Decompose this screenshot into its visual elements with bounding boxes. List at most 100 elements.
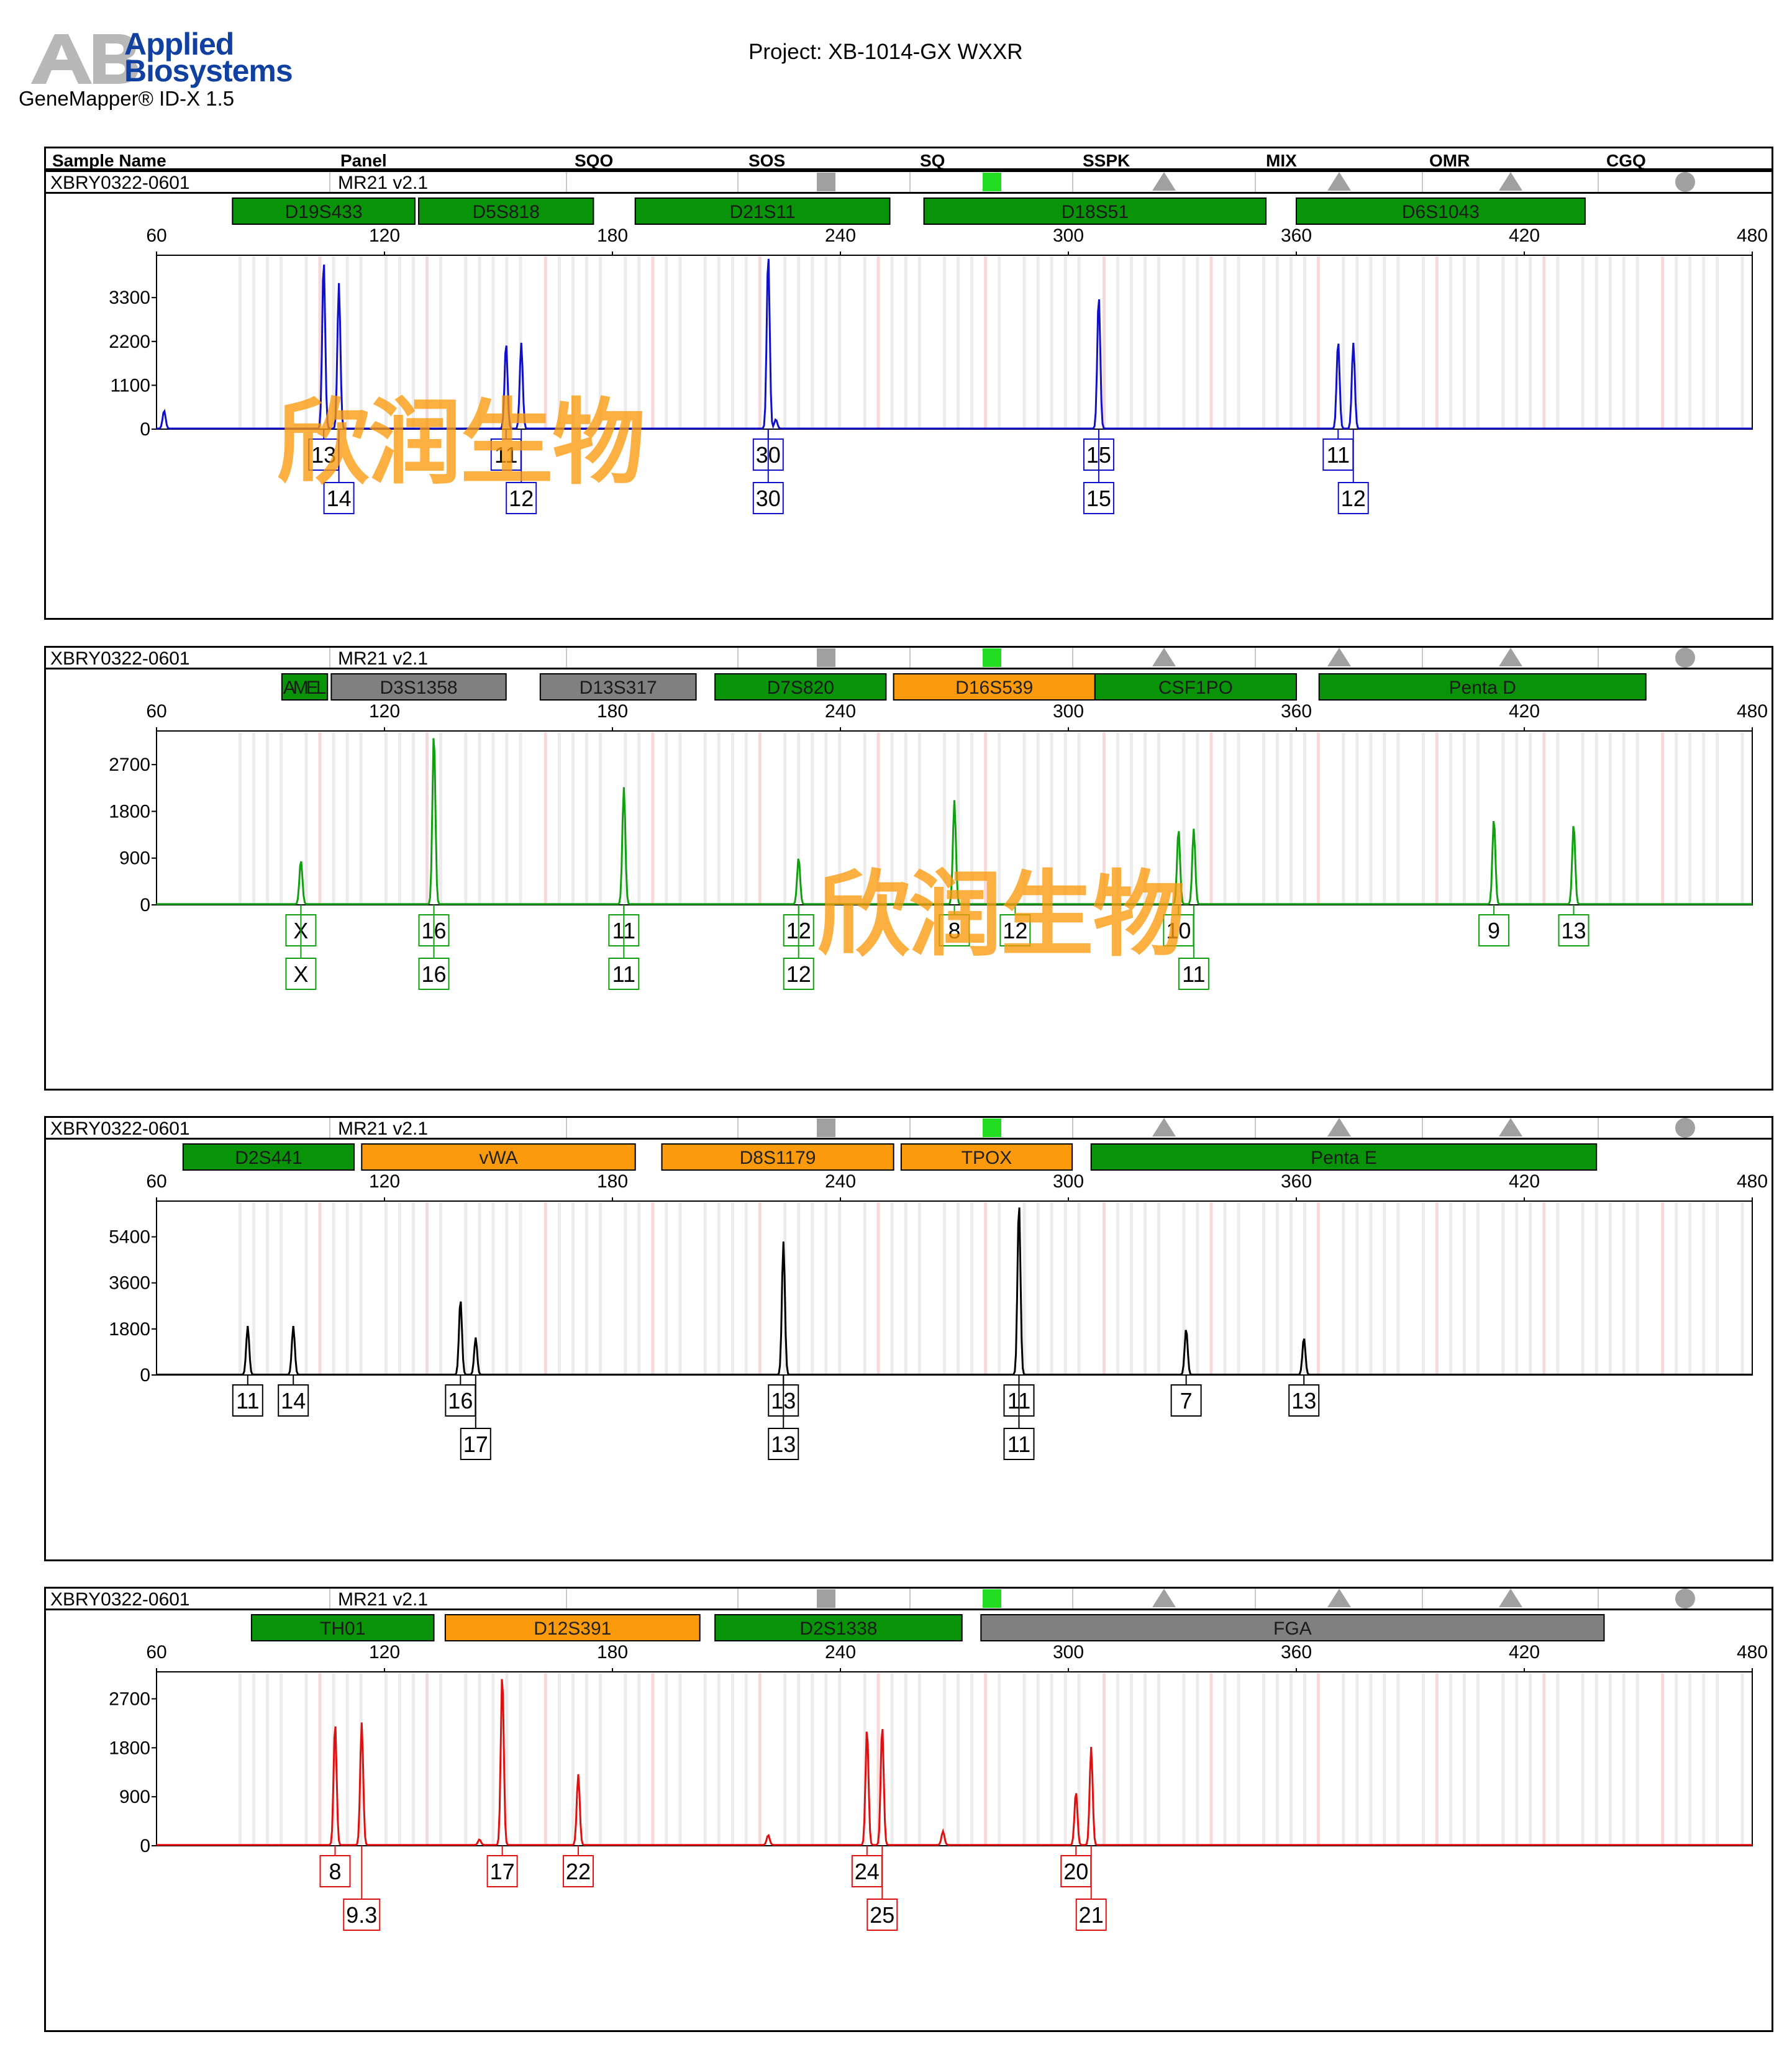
allele-call-box[interactable] (460, 1428, 491, 1460)
allele-call-box[interactable] (445, 1384, 476, 1417)
col-sos[interactable]: SOS (748, 151, 786, 170)
sample-name-cell[interactable]: XBRY0322-0601 (50, 648, 190, 669)
x-tick-label: 420 (1509, 1171, 1540, 1192)
col-cgq[interactable]: CGQ (1606, 151, 1646, 170)
allele-call-box[interactable] (418, 958, 450, 990)
col-sqo[interactable]: SQO (575, 151, 614, 170)
panel-cell: MR21 v2.1 (338, 1589, 428, 1610)
marker-bin-d3s1358[interactable] (330, 673, 507, 701)
allele-call-box[interactable] (783, 958, 814, 990)
cgq-flag-icon[interactable] (1675, 1118, 1695, 1138)
marker-bin-vwa[interactable] (361, 1143, 636, 1171)
marker-bin-tpox[interactable] (900, 1143, 1073, 1171)
allele-call-box[interactable] (768, 1428, 799, 1460)
allele-call-box[interactable] (343, 1899, 381, 1931)
omr-flag-icon[interactable] (1499, 648, 1522, 666)
sos-flag-icon[interactable] (817, 173, 835, 191)
allele-call-box[interactable] (1060, 1855, 1092, 1887)
marker-bin-csf1po[interactable] (1094, 673, 1297, 701)
sample-name-cell[interactable]: XBRY0322-0601 (50, 173, 190, 193)
sspk-flag-icon[interactable] (1152, 1589, 1176, 1607)
col-panel[interactable]: Panel (340, 151, 387, 170)
allele-call-box[interactable] (319, 1855, 351, 1887)
mix-flag-icon[interactable] (1327, 172, 1351, 191)
sq-flag-icon[interactable] (983, 1589, 1001, 1608)
allele-call-box[interactable] (939, 914, 970, 946)
allele-call-box[interactable] (278, 1384, 309, 1417)
allele-call-box[interactable] (1288, 1384, 1320, 1417)
sq-flag-icon[interactable] (983, 648, 1001, 667)
marker-bin-d5s818[interactable] (418, 197, 594, 225)
marker-bin-d21s11[interactable] (634, 197, 891, 225)
col-sample-name[interactable]: Sample Name (52, 151, 166, 170)
allele-call-box[interactable] (506, 482, 537, 514)
cgq-flag-icon[interactable] (1675, 172, 1695, 192)
allele-call-box[interactable] (608, 958, 640, 990)
allele-call-box[interactable] (1337, 482, 1369, 514)
col-sq[interactable]: SQ (920, 151, 945, 170)
sos-flag-icon[interactable] (817, 648, 835, 667)
allele-call-box[interactable] (752, 482, 784, 514)
marker-bin-penta-e[interactable] (1090, 1143, 1598, 1171)
allele-call-box[interactable] (1558, 914, 1590, 946)
allele-call-box[interactable] (1478, 914, 1510, 946)
marker-bin-d18s51[interactable] (923, 197, 1267, 225)
marker-bin-d19s433[interactable] (232, 197, 416, 225)
sq-flag-icon[interactable] (983, 173, 1001, 191)
marker-bin-d2s1338[interactable] (714, 1614, 963, 1641)
col-mix[interactable]: MIX (1266, 151, 1297, 170)
marker-bin-amel[interactable] (281, 673, 329, 701)
allele-call-box[interactable] (1083, 482, 1114, 514)
sspk-flag-icon[interactable] (1152, 1118, 1176, 1137)
allele-call-box[interactable] (1170, 1384, 1202, 1417)
allele-call-box[interactable] (1322, 438, 1354, 471)
allele-call-box[interactable] (866, 1899, 898, 1931)
marker-bin-th01[interactable] (250, 1614, 435, 1641)
cgq-flag-icon[interactable] (1675, 1589, 1695, 1609)
mix-flag-icon[interactable] (1327, 648, 1351, 666)
omr-flag-icon[interactable] (1499, 172, 1522, 191)
dye-trace (157, 1679, 1752, 1846)
allele-call-box[interactable] (232, 1384, 263, 1417)
sspk-flag-icon[interactable] (1152, 648, 1176, 666)
mix-flag-icon[interactable] (1327, 1118, 1351, 1137)
sample-row[interactable] (44, 1587, 1773, 1610)
allele-call-box[interactable] (999, 914, 1031, 946)
col-omr[interactable]: OMR (1429, 151, 1470, 170)
allele-call-box[interactable] (308, 438, 340, 471)
x-tick-label: 120 (369, 225, 400, 246)
allele-call-box[interactable] (1163, 914, 1194, 946)
sos-flag-icon[interactable] (817, 1118, 835, 1137)
allele-call-box[interactable] (1075, 1899, 1107, 1931)
sample-name-cell[interactable]: XBRY0322-0601 (50, 1589, 190, 1610)
marker-bin-d7s820[interactable] (714, 673, 887, 701)
sos-flag-icon[interactable] (817, 1589, 835, 1608)
omr-flag-icon[interactable] (1499, 1589, 1522, 1607)
omr-flag-icon[interactable] (1499, 1118, 1522, 1137)
sample-row[interactable] (44, 1116, 1773, 1140)
marker-bin-fga[interactable] (980, 1614, 1605, 1641)
cgq-flag-icon[interactable] (1675, 648, 1695, 668)
marker-bin-d12s391[interactable] (444, 1614, 701, 1641)
allele-call-box[interactable] (562, 1855, 594, 1887)
sspk-flag-icon[interactable] (1152, 172, 1176, 191)
sq-flag-icon[interactable] (983, 1118, 1001, 1137)
marker-bin-d6s1043[interactable] (1296, 197, 1586, 225)
marker-label: D2S1338 (799, 1618, 877, 1639)
allele-call-label: 12 (786, 961, 811, 987)
allele-call-box[interactable] (323, 482, 355, 514)
mix-flag-icon[interactable] (1327, 1589, 1351, 1607)
col-sspk[interactable]: SSPK (1083, 151, 1130, 170)
allele-call-box[interactable] (285, 958, 317, 990)
marker-label: Penta D (1449, 678, 1516, 698)
allele-call-box[interactable] (1003, 1428, 1035, 1460)
sample-row[interactable] (44, 170, 1773, 194)
allele-call-box[interactable] (486, 1855, 518, 1887)
sample-row[interactable] (44, 646, 1773, 669)
marker-bin-penta-d[interactable] (1318, 673, 1647, 701)
marker-bin-d2s441[interactable] (182, 1143, 355, 1171)
sample-name-cell[interactable]: XBRY0322-0601 (50, 1118, 190, 1139)
marker-bin-d8s1179[interactable] (661, 1143, 894, 1171)
allele-call-box[interactable] (1178, 958, 1209, 990)
marker-bin-d13s317[interactable] (539, 673, 697, 701)
